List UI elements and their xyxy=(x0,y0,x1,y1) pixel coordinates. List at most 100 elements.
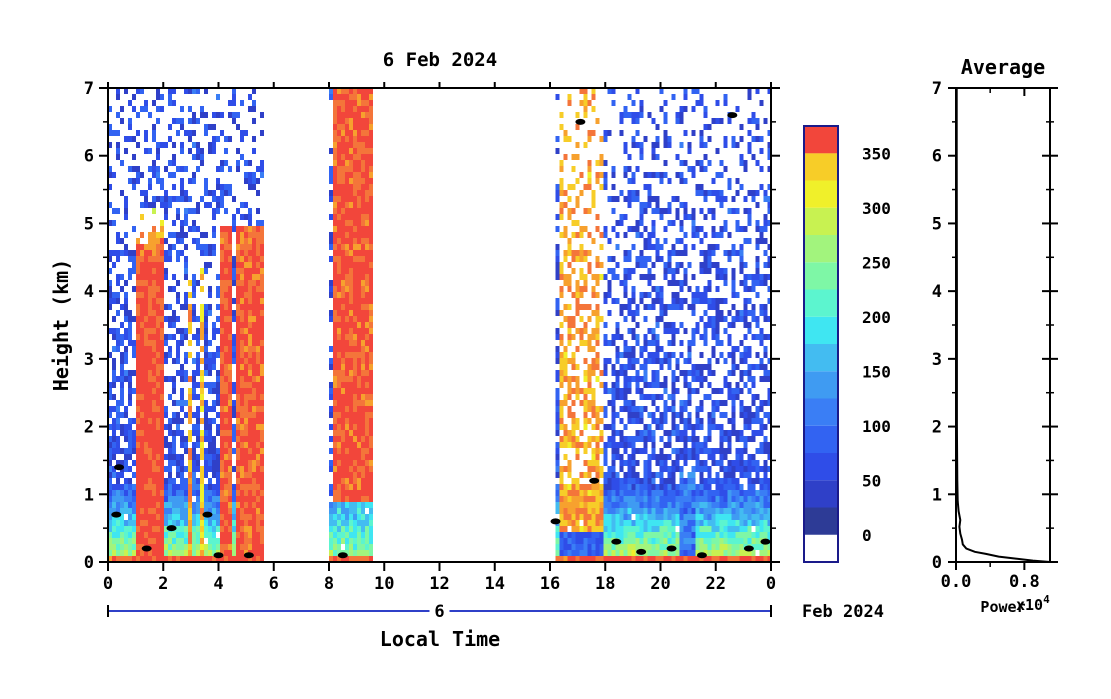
heatmap-cell xyxy=(192,514,196,520)
heatmap-cell xyxy=(571,490,576,496)
heatmap-cell xyxy=(220,538,224,544)
heatmap-cell xyxy=(595,316,600,322)
heatmap-cell xyxy=(152,550,156,556)
heatmap-cell xyxy=(140,466,144,472)
heatmap-cell xyxy=(357,490,361,496)
heatmap-cell xyxy=(691,274,696,280)
heatmap-cell xyxy=(655,238,660,244)
heatmap-cell xyxy=(349,400,353,406)
heatmap-cell xyxy=(715,508,720,514)
heatmap-cell xyxy=(144,334,148,340)
heatmap-cell xyxy=(349,220,353,226)
heatmap-cell xyxy=(172,550,176,556)
heatmap-cell xyxy=(196,484,200,490)
heatmap-cell xyxy=(635,484,640,490)
heatmap-cell xyxy=(369,100,373,106)
heatmap-cell xyxy=(220,256,224,262)
heatmap-cell xyxy=(587,382,592,388)
heatmap-cell xyxy=(369,334,373,340)
heatmap-cell xyxy=(116,538,120,544)
heatmap-cell xyxy=(144,526,148,532)
heatmap-cell xyxy=(607,472,612,478)
heatmap-cell xyxy=(345,136,349,142)
heatmap-cell xyxy=(619,538,624,544)
heatmap-cell xyxy=(639,148,644,154)
heatmap-cell xyxy=(667,436,672,442)
heatmap-cell xyxy=(563,394,568,400)
heatmap-cell xyxy=(627,112,632,118)
heatmap-cell xyxy=(683,232,688,238)
heatmap-cell xyxy=(128,538,132,544)
heatmap-cell xyxy=(244,424,248,430)
heatmap-cell xyxy=(220,436,224,442)
heatmap-cell xyxy=(132,262,136,268)
heatmap-cell xyxy=(212,400,216,406)
heatmap-cell xyxy=(120,472,124,478)
heatmap-cell xyxy=(345,202,349,208)
heatmap-cell xyxy=(571,484,576,490)
heatmap-cell xyxy=(172,232,176,238)
heatmap-cell xyxy=(228,502,232,508)
heatmap-cell xyxy=(743,274,748,280)
heatmap-cell xyxy=(635,436,640,442)
heatmap-cell xyxy=(361,334,365,340)
heatmap-cell xyxy=(715,532,720,538)
heatmap-cell xyxy=(184,244,188,250)
heatmap-cell xyxy=(204,112,208,118)
heatmap-cell xyxy=(252,394,256,400)
heatmap-cell xyxy=(108,502,112,508)
heatmap-cell xyxy=(120,496,124,502)
heatmap-cell xyxy=(353,334,357,340)
heatmap-cell xyxy=(240,382,244,388)
heatmap-cell xyxy=(727,526,732,532)
heatmap-cell xyxy=(647,292,652,298)
heatmap-cell xyxy=(216,556,220,562)
heatmap-cell xyxy=(248,508,252,514)
heatmap-cell xyxy=(719,316,724,322)
heatmap-cell xyxy=(699,226,704,232)
heatmap-cell xyxy=(140,484,144,490)
heatmap-cell xyxy=(357,406,361,412)
heatmap-cell xyxy=(747,550,752,556)
heatmap-cell xyxy=(611,502,616,508)
heatmap-cell xyxy=(663,136,668,142)
heatmap-cell xyxy=(369,436,373,442)
heatmap-cell xyxy=(341,328,345,334)
heatmap-cell xyxy=(365,100,369,106)
heatmap-cell xyxy=(579,340,584,346)
heatmap-cell xyxy=(180,238,184,244)
heatmap-cell xyxy=(719,520,724,526)
heatmap-cell xyxy=(252,442,256,448)
heatmap-cell xyxy=(739,436,744,442)
heatmap-cell xyxy=(232,556,236,562)
heatmap-cell xyxy=(124,136,128,142)
heatmap-cell xyxy=(260,394,264,400)
heatmap-cell xyxy=(727,208,732,214)
heatmap-cell xyxy=(567,430,572,436)
heatmap-cell xyxy=(188,196,192,202)
heatmap-cell xyxy=(228,268,232,274)
heatmap-cell xyxy=(132,388,136,394)
heatmap-cell xyxy=(108,286,112,292)
heatmap-cell xyxy=(715,496,720,502)
heatmap-cell xyxy=(244,370,248,376)
heatmap-cell xyxy=(148,394,152,400)
heatmap-cell xyxy=(224,448,228,454)
heatmap-cell xyxy=(337,286,341,292)
heatmap-cell xyxy=(160,298,164,304)
heatmap-cell xyxy=(164,256,168,262)
heatmap-cell xyxy=(152,532,156,538)
heatmap-cell xyxy=(144,430,148,436)
heatmap-cell xyxy=(555,256,560,262)
heatmap-cell xyxy=(587,100,592,106)
heatmap-cell xyxy=(240,472,244,478)
heatmap-cell xyxy=(647,238,652,244)
heatmap-cell xyxy=(715,388,720,394)
heatmap-cell xyxy=(365,364,369,370)
heatmap-cell xyxy=(200,106,204,112)
heatmap-cell xyxy=(743,298,748,304)
heatmap-cell xyxy=(140,262,144,268)
heatmap-cell xyxy=(337,244,341,250)
heatmap-cell xyxy=(224,226,228,232)
heatmap-cell xyxy=(643,556,648,562)
